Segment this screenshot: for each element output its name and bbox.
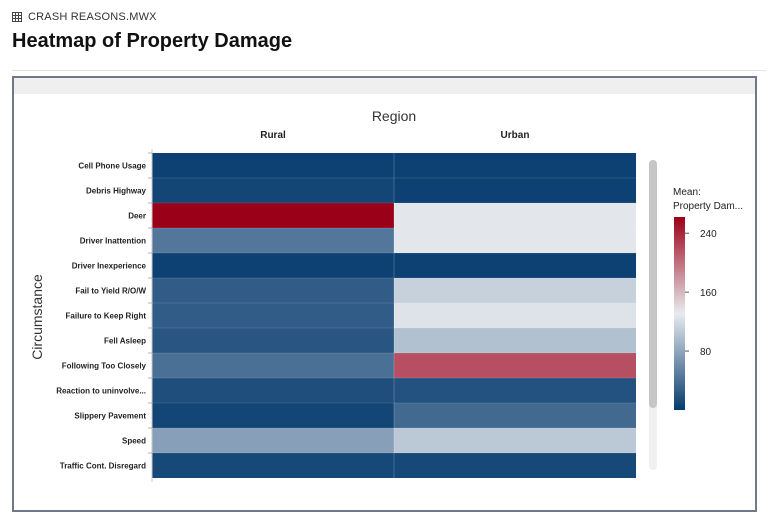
row-label: Driver Inattention <box>80 237 146 246</box>
row-label: Fail to Yield R/O/W <box>75 287 146 296</box>
column-label: Rural <box>260 130 286 141</box>
file-name: CRASH REASONS.MWX <box>28 11 157 23</box>
heatmap-cell[interactable] <box>152 228 394 253</box>
heatmap-cell[interactable] <box>152 453 394 478</box>
heatmap-cell[interactable] <box>152 303 394 328</box>
heatmap-cell[interactable] <box>394 153 636 178</box>
panel-toolbar <box>14 78 755 94</box>
heatmap-cell[interactable] <box>152 353 394 378</box>
legend-title-line1: Mean: <box>673 187 701 198</box>
heatmap-cell[interactable] <box>394 378 636 403</box>
column-labels: Rural Urban <box>260 130 529 141</box>
heatmap-cell[interactable] <box>152 378 394 403</box>
vertical-scrollbar-thumb[interactable] <box>649 160 657 408</box>
legend-color-bar <box>674 217 685 410</box>
heatmap-cell[interactable] <box>394 428 636 453</box>
table-grid-icon <box>12 12 22 22</box>
row-label: Debris Highway <box>86 187 147 196</box>
heatmap-gridlines <box>151 149 636 482</box>
row-labels: Cell Phone Usage Debris Highway Deer Driver… <box>56 152 152 471</box>
header-divider <box>12 70 766 71</box>
legend-title-line2: Property Dam... <box>673 201 743 212</box>
row-label: Following Too Closely <box>62 362 147 371</box>
heatmap-cell[interactable] <box>394 303 636 328</box>
row-label: Fell Asleep <box>104 337 146 346</box>
heatmap-cells <box>152 153 636 478</box>
row-label: Deer <box>128 212 146 221</box>
file-tab[interactable]: CRASH REASONS.MWX <box>12 9 157 25</box>
row-label: Failure to Keep Right <box>66 312 147 321</box>
heatmap-cell[interactable] <box>152 403 394 428</box>
heatmap-cell[interactable] <box>394 203 636 228</box>
heatmap-cell[interactable] <box>152 153 394 178</box>
legend-ticks: 240 160 80 <box>685 229 717 358</box>
row-label: Traffic Cont. Disregard <box>60 462 146 471</box>
heatmap-cell[interactable] <box>394 278 636 303</box>
heatmap-cell[interactable] <box>394 228 636 253</box>
heatmap-cell[interactable] <box>394 253 636 278</box>
legend-tick-label: 80 <box>700 347 712 358</box>
heatmap-cell[interactable] <box>394 453 636 478</box>
heatmap-cell[interactable] <box>152 278 394 303</box>
heatmap-cell[interactable] <box>152 178 394 203</box>
row-label: Driver Inexperience <box>72 262 147 271</box>
heatmap-cell[interactable] <box>394 328 636 353</box>
row-label: Cell Phone Usage <box>78 162 146 171</box>
heatmap-cell[interactable] <box>152 253 394 278</box>
column-label: Urban <box>501 130 530 141</box>
legend-tick-label: 240 <box>700 229 717 240</box>
heatmap-cell[interactable] <box>394 178 636 203</box>
row-label: Slippery Pavement <box>74 412 146 421</box>
heatmap-cell[interactable] <box>152 428 394 453</box>
heatmap-cell[interactable] <box>152 203 394 228</box>
heatmap-cell[interactable] <box>394 403 636 428</box>
column-axis-title: Region <box>372 108 416 124</box>
row-label: Reaction to uninvolve... <box>56 387 146 396</box>
page-title: Heatmap of Property Damage <box>12 30 293 52</box>
row-axis-title: Circumstance <box>29 274 45 360</box>
legend-tick-label: 160 <box>700 288 717 299</box>
row-label: Speed <box>122 437 146 446</box>
heatmap-cell[interactable] <box>152 328 394 353</box>
heatmap-cell[interactable] <box>394 353 636 378</box>
